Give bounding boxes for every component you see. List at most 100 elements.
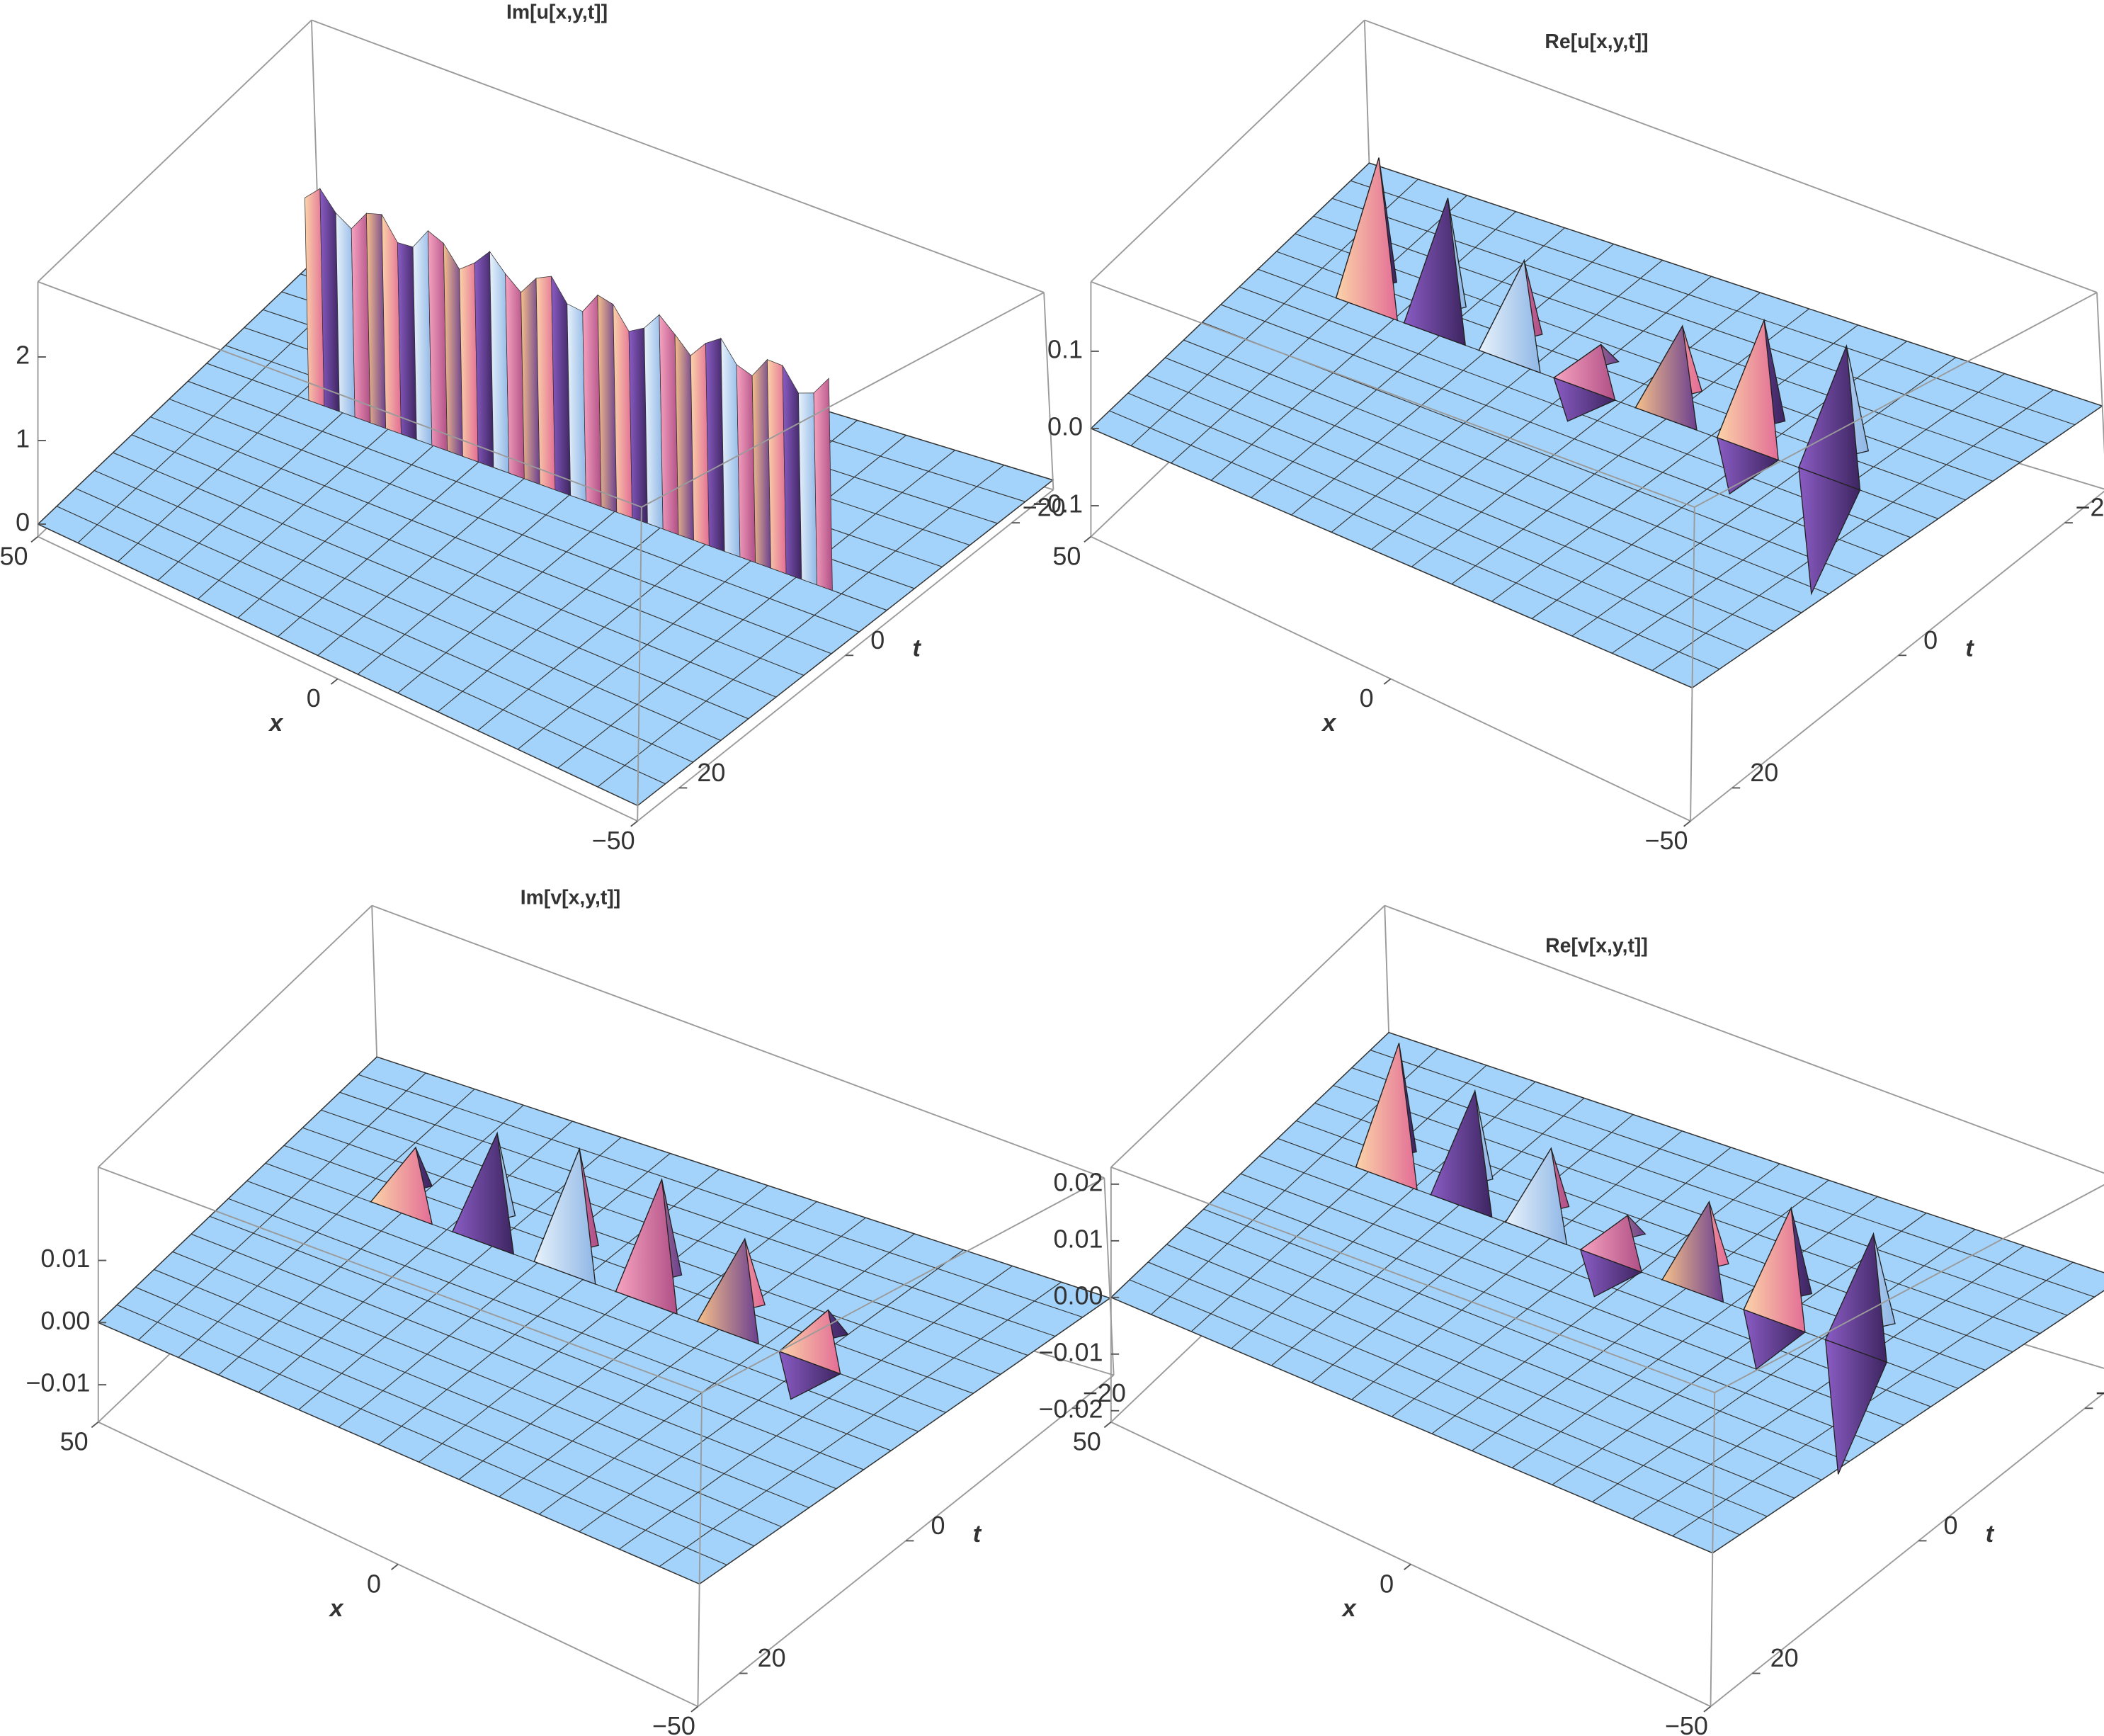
mesh-line (178, 1089, 475, 1358)
surface-peak (1355, 1043, 1418, 1191)
z-tick-label: −0.1 (1033, 489, 1083, 518)
x-tick-label: 0 (307, 683, 321, 713)
surface-dip (1579, 1249, 1643, 1298)
mesh-line (1185, 1226, 1822, 1480)
box-edge (637, 506, 642, 822)
surface-plane (97, 1056, 1112, 1585)
mesh-line (188, 380, 860, 632)
surface-peak (696, 1237, 760, 1345)
z-tick-label: 0.0 (1047, 412, 1083, 441)
y-axis-label: t (913, 635, 922, 662)
mesh-line (517, 435, 906, 750)
mesh-line (1146, 375, 1775, 632)
mesh-line (1129, 1279, 1741, 1536)
box-edge (1103, 1177, 1115, 1375)
surface-dip (1824, 1339, 1888, 1475)
mesh-line (218, 1104, 524, 1375)
box-edge (311, 19, 1045, 293)
mesh-line (1511, 1196, 1878, 1468)
mesh-line (1491, 324, 1858, 602)
box-edge (1710, 1392, 1716, 1707)
mesh-line (56, 506, 666, 785)
panel: Im[u[x,y,t]] 50 0 −50 −20 0 20 0 1 2 x t (0, 1, 1066, 855)
y-axis-label: t (1965, 635, 1974, 662)
mesh-line (1592, 1229, 1976, 1502)
chart-title: Im[v[x,y,t]] (521, 887, 621, 909)
x-axis-label: x (1341, 1595, 1358, 1622)
mesh-line (1331, 259, 1663, 533)
x-tick (1103, 1422, 1112, 1429)
mesh-line (419, 1185, 768, 1463)
mesh-line (1295, 233, 1994, 482)
box-edge (1690, 506, 1695, 822)
x-tick-label: −50 (592, 826, 635, 855)
mesh-line (597, 465, 1005, 788)
y-tick-label: −20 (2076, 493, 2104, 522)
mesh-line (154, 1269, 782, 1528)
y-tick-label: 20 (1770, 1643, 1799, 1672)
mesh-line (172, 1251, 809, 1509)
box-edge (1384, 904, 2104, 1174)
chart-title: Im[u[x,y,t]] (506, 1, 608, 23)
y-axis-label: t (973, 1521, 982, 1548)
surface-peak (452, 1131, 515, 1255)
mesh-line (1314, 1102, 2013, 1353)
mesh-line (1371, 276, 1712, 550)
surface-peak (1634, 324, 1698, 431)
z-tick-label: −0.01 (25, 1368, 90, 1397)
z-tick-label: 0.1 (1047, 334, 1083, 363)
x-tick (1084, 535, 1092, 543)
mesh-line (338, 1153, 671, 1428)
box-edge (641, 292, 1045, 508)
box-edge (1090, 19, 1365, 283)
mesh-line (258, 1121, 573, 1393)
mesh-line (1222, 1191, 1877, 1444)
mesh-line (1210, 211, 1516, 481)
surface-dip (1553, 377, 1617, 422)
surface-peak (533, 1148, 596, 1286)
x-tick-label: 50 (1073, 1427, 1101, 1456)
mesh-line (1166, 1244, 1795, 1499)
y-tick-label: 20 (758, 1643, 786, 1672)
box-edge (1043, 292, 1054, 490)
mesh-line (135, 1286, 755, 1547)
surface-peak (1335, 157, 1399, 322)
x-tick (30, 535, 39, 543)
box-edge (701, 1177, 1105, 1393)
z-tick-label: 0 (16, 507, 30, 536)
panel: Re[u[x,y,t]] 50 0 −50 −20 0 20 −0.1 0.0 0.1 x t (1033, 19, 2104, 855)
mesh-line (131, 434, 777, 698)
mesh-line (1431, 1163, 1780, 1434)
y-axis-label: t (1986, 1521, 1995, 1548)
mesh-line (1147, 1261, 1768, 1517)
surface-peak (615, 1179, 678, 1315)
y-tick-label: 0 (931, 1511, 945, 1540)
y-tick-label: 0 (1944, 1511, 1958, 1540)
mesh-line (1370, 1050, 2095, 1298)
x-tick (330, 678, 339, 685)
x-tick-label: −50 (1665, 1711, 1708, 1736)
x-tick-label: −50 (652, 1711, 695, 1736)
x-tick-label: 0 (1360, 683, 1374, 713)
mesh-line (1351, 1130, 1683, 1400)
z-tick-label: −0.02 (1038, 1394, 1103, 1423)
mesh-line (321, 1109, 1028, 1356)
box-edge (98, 904, 373, 1168)
x-tick (1703, 1706, 1712, 1713)
mesh-line (1240, 1173, 1904, 1426)
mesh-line (339, 1091, 1056, 1337)
surface-peak (1403, 198, 1467, 346)
mesh-line (1451, 308, 1809, 585)
mesh-line (1632, 1245, 2025, 1519)
z-tick-label: −0.01 (1038, 1337, 1103, 1366)
mesh-line (1203, 1208, 1850, 1463)
panel: Im[v[x,y,t]] 50 0 −50 −20 0 20 −0.01 0.00 0.01 x t (25, 887, 1125, 1736)
mesh-line (1220, 304, 1884, 557)
mesh-line (538, 1233, 915, 1515)
box-edge (1110, 904, 1385, 1168)
mesh-line (619, 1265, 1013, 1550)
mesh-line (1571, 357, 1956, 637)
chart-title: Re[u[x,y,t]] (1545, 30, 1648, 53)
surface-plane (1110, 1031, 2104, 1554)
